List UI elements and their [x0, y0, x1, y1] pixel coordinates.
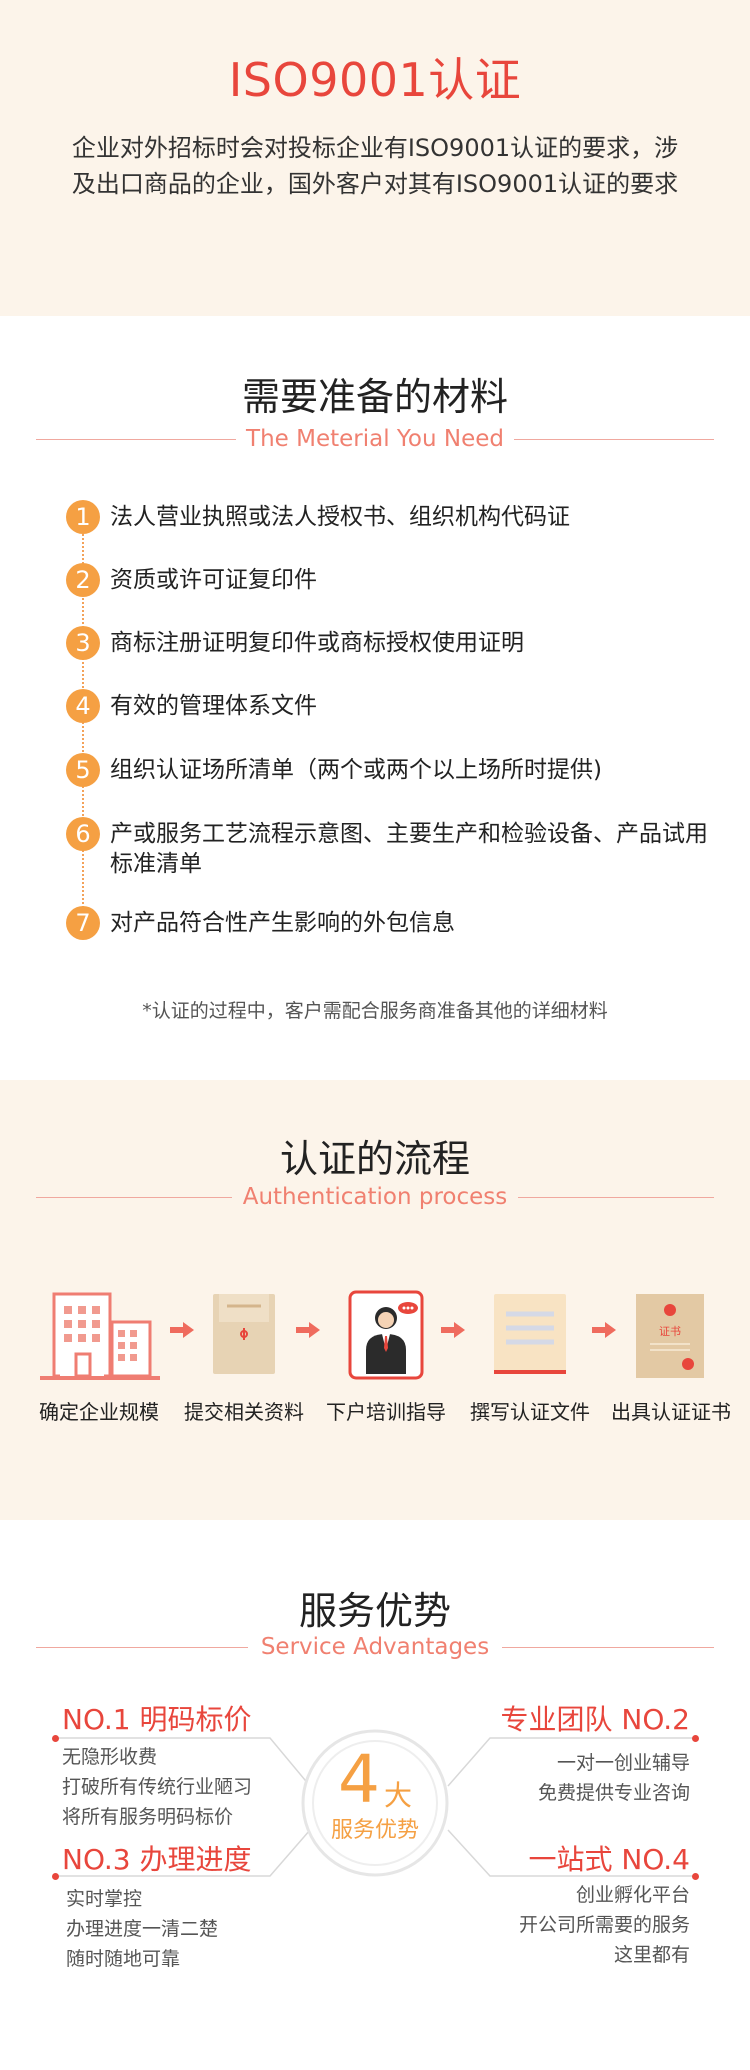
arrow-right-icon: [170, 1322, 194, 1338]
materials-section: [0, 316, 750, 1080]
material-number-badge: 2: [66, 563, 100, 597]
advantages-subtitle: Service Advantages: [260, 1634, 490, 1660]
advantage-line: 一对一创业辅导: [556, 1752, 690, 1774]
certificate-label: 证书: [659, 1325, 681, 1338]
advantage-line: 实时掌控: [66, 1888, 143, 1910]
material-text: 产或服务工艺流程示意图、主要生产和检验设备、产品试用标准清单: [110, 821, 708, 877]
process-title: 认证的流程: [279, 1137, 470, 1181]
consultant-icon: [316, 1288, 456, 1418]
material-text: 商标注册证明复印件或商标授权使用证明: [110, 630, 524, 656]
step-label: 出具认证证书: [611, 1400, 731, 1424]
materials-subtitle: The Meterial You Need: [246, 426, 504, 452]
step-label: 撰写认证文件: [470, 1400, 590, 1424]
arrow-right-icon: [592, 1322, 616, 1338]
advantages-subtitle-row: Service Advantages: [36, 1632, 714, 1662]
center-label: 服务优势: [330, 1818, 419, 1843]
divider-line-right: [514, 439, 714, 440]
advantage-heading: 一站式 NO.4: [528, 1843, 690, 1876]
bullet-dot: [692, 1873, 699, 1880]
material-number-badge: 7: [66, 906, 100, 940]
step-label: 下户培训指导: [326, 1400, 446, 1424]
material-number-badge: 3: [66, 626, 100, 660]
center-char: 大: [384, 1779, 413, 1812]
material-text: 组织认证场所清单（两个或两个以上场所时提供): [110, 757, 602, 783]
material-number-badge: 5: [66, 753, 100, 787]
arrow-right-icon: [296, 1322, 320, 1338]
material-text: 法人营业执照或法人授权书、组织机构代码证: [110, 504, 570, 530]
arrow-right-icon: [441, 1322, 465, 1338]
advantage-line: 这里都有: [613, 1944, 690, 1966]
material-number-badge: 6: [66, 817, 100, 851]
advantage-heading: NO.1 明码标价: [62, 1703, 252, 1736]
divider-line-left: [36, 1647, 248, 1648]
materials-note: *认证的过程中，客户需配合服务商准备其他的详细材料: [142, 1000, 608, 1022]
materials-subtitle-row: The Meterial You Need: [36, 424, 714, 454]
certificate-icon: 证书: [600, 1288, 740, 1418]
advantage-heading: 专业团队 NO.2: [500, 1703, 690, 1736]
document-icon: [460, 1288, 600, 1418]
bullet-dot: [52, 1873, 59, 1880]
advantage-line: 开公司所需要的服务: [518, 1914, 690, 1936]
material-text: 对产品符合性产生影响的外包信息: [110, 910, 455, 936]
advantage-heading: NO.3 办理进度: [62, 1843, 252, 1876]
advantages-title: 服务优势: [298, 1589, 451, 1633]
step-label: 确定企业规模: [39, 1400, 159, 1424]
material-text: 资质或许可证复印件: [110, 567, 317, 593]
iso-title: ISO9001认证: [228, 53, 522, 107]
divider-line-right: [502, 1647, 714, 1648]
envelope-icon: [175, 1288, 315, 1418]
bullet-dot: [692, 1735, 699, 1742]
materials-title: 需要准备的材料: [241, 375, 508, 419]
advantage-line: 随时随地可靠: [66, 1948, 181, 1970]
center-number: 4: [338, 1741, 380, 1818]
bullet-dot: [52, 1735, 59, 1742]
advantages-center-circle: [301, 1729, 449, 1877]
iso-description: 企业对外招标时会对投标企业有ISO9001认证的要求，涉及出口商品的企业，国外客…: [71, 134, 679, 198]
advantage-line: 将所有服务明码标价: [62, 1806, 234, 1828]
advantage-line: 打破所有传统行业陋习: [62, 1776, 253, 1798]
material-text: 有效的管理体系文件: [110, 693, 317, 719]
advantage-line: 办理进度一清二楚: [66, 1918, 219, 1940]
advantage-line: 创业孵化平台: [575, 1884, 690, 1906]
process-subtitle-row: Authentication process: [36, 1182, 714, 1212]
advantage-line: 免费提供专业咨询: [537, 1782, 690, 1804]
advantage-line: 无隐形收费: [62, 1746, 158, 1768]
divider-line-right: [518, 1197, 714, 1198]
material-number-badge: 4: [66, 689, 100, 723]
building-icon: [30, 1288, 170, 1418]
process-subtitle: Authentication process: [242, 1184, 508, 1210]
divider-line-left: [36, 1197, 232, 1198]
divider-line-left: [36, 439, 236, 440]
iso-intro-section: ISO9001认证 企业对外招标时会对投标企业有ISO9001认证的要求，涉及出…: [0, 0, 750, 316]
step-label: 提交相关资料: [184, 1400, 304, 1424]
material-number-badge: 1: [66, 500, 100, 534]
advantages-connectors: [55, 1737, 695, 1877]
